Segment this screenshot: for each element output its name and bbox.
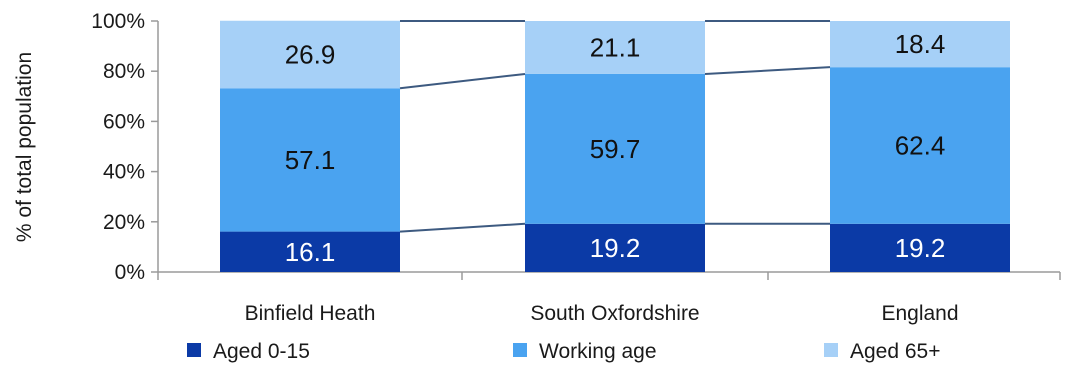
- legend-label: Aged 0-15: [213, 340, 310, 363]
- data-label: 57.1: [285, 145, 336, 175]
- legend-swatch: [513, 343, 527, 357]
- plot-area: 0% 20% 40% 60% 80% 100% 16.1 57.1 26.9 Binfield H…: [91, 10, 1061, 325]
- legend-entry: Aged 65+: [824, 340, 941, 363]
- bar-segment: [525, 21, 705, 74]
- series-connector-line: [399, 222, 526, 233]
- y-tick-label: 100%: [91, 10, 145, 33]
- x-category-label: Binfield Heath: [245, 302, 376, 325]
- y-axis-label: % of total population: [13, 52, 36, 242]
- bar-segment: [830, 223, 1010, 272]
- data-label: 18.4: [895, 29, 946, 59]
- legend: Aged 0-15 Working age Aged 65+: [187, 340, 941, 363]
- bar-segment: [220, 88, 400, 232]
- legend-swatch: [187, 343, 201, 357]
- data-label: 19.2: [895, 233, 946, 263]
- legend-label: Aged 65+: [850, 340, 941, 363]
- data-label: 62.4: [895, 130, 946, 160]
- legend-label: Working age: [539, 340, 657, 363]
- legend-entry: Working age: [513, 340, 657, 363]
- y-tick-label: 80%: [103, 60, 145, 83]
- bar-segment: [525, 223, 705, 272]
- legend-swatch: [824, 343, 838, 357]
- y-tick-label: 20%: [103, 211, 145, 234]
- data-label: 59.7: [590, 134, 641, 164]
- y-tick-label: 0%: [115, 261, 145, 284]
- bar-segment: [830, 67, 1010, 224]
- data-label: 16.1: [285, 237, 336, 267]
- x-category-label: England: [881, 302, 958, 325]
- bar-segment: [830, 21, 1010, 68]
- data-label: 26.9: [285, 40, 336, 70]
- legend-entry: Aged 0-15: [187, 340, 310, 363]
- data-label: 21.1: [590, 32, 641, 62]
- bar-segment: [220, 231, 400, 272]
- data-label: 19.2: [590, 233, 641, 263]
- bar-segment: [525, 73, 705, 224]
- x-category-label: South Oxfordshire: [530, 302, 699, 325]
- series-connector-line: [399, 72, 526, 90]
- series-connector-line: [704, 66, 831, 75]
- y-tick-label: 60%: [103, 110, 145, 133]
- y-tick-label: 40%: [103, 161, 145, 184]
- bar-segment: [220, 20, 400, 89]
